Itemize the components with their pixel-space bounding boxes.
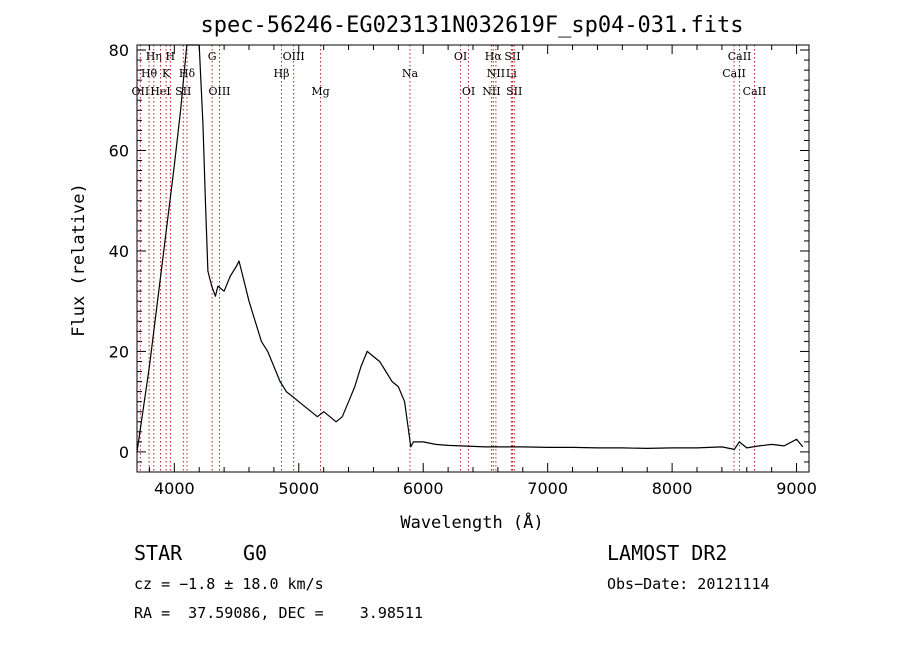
spectral-line-label: Hθ <box>141 67 158 80</box>
x-tick-label: 6000 <box>403 479 444 498</box>
x-axis-label: Wavelength (Å) <box>400 511 543 533</box>
spectral-line-label: Hδ <box>179 67 196 80</box>
spectral-line-label: Hη <box>146 50 162 63</box>
spectral-line-label: Hβ <box>274 67 290 80</box>
x-tick-label: 4000 <box>154 479 195 498</box>
spectral-line-label: G <box>208 50 217 63</box>
y-tick-label: 40 <box>109 242 129 261</box>
spectral-line-label: SII <box>504 50 520 63</box>
y-tick-label: 80 <box>109 41 129 60</box>
spectrum-series <box>136 44 804 452</box>
x-tick-label: 8000 <box>652 479 693 498</box>
x-tick-label: 9000 <box>776 479 817 498</box>
spectral-line-label: Mg <box>311 85 329 98</box>
spectrum-line <box>136 44 804 452</box>
redshift-text: cz = −1.8 ± 18.0 km/s <box>134 575 324 593</box>
survey-name: LAMOST DR2 <box>607 541 728 565</box>
spectral-line-label: OIII <box>208 85 230 98</box>
spectral-line-label: CaII <box>728 50 752 63</box>
x-tick-label: 7000 <box>527 479 568 498</box>
spectral-line-label: Na <box>402 67 419 80</box>
spectral-line-label: SII <box>506 85 522 98</box>
spectral-line-label: SII <box>175 85 191 98</box>
spectral-line-label: OII <box>132 85 150 98</box>
spectral-line-label: NII <box>487 67 505 80</box>
spectral-line-label: OIII <box>283 50 305 63</box>
chart-title: spec-56246-EG023131N032619F_sp04-031.fit… <box>200 13 743 38</box>
spectral-line-label: Li <box>506 67 517 80</box>
x-tick-label: 5000 <box>278 479 319 498</box>
object-subclass: G0 <box>243 541 268 565</box>
axis-ticks: 4000 5000 6000 7000 8000 9000 0 20 40 60 80 <box>109 41 817 498</box>
obs-date: Obs−Date: 20121114 <box>607 575 770 593</box>
spectral-line-label: CaII <box>722 67 746 80</box>
spectral-line-label: Hα <box>485 50 503 63</box>
coordinates: RA = 37.59086, DEC = 3.98511 <box>134 604 423 622</box>
y-axis-label: Flux (relative) <box>69 183 89 337</box>
spectral-line-label: K <box>162 67 171 80</box>
y-tick-label: 20 <box>109 342 129 361</box>
y-tick-label: 0 <box>119 443 129 462</box>
plot-frame <box>136 44 810 473</box>
spectral-line-label: OI <box>454 50 467 63</box>
spectral-line-label: H <box>166 50 176 63</box>
spectral-line-label: NII <box>482 85 500 98</box>
spectral-line-label: OI <box>462 85 475 98</box>
spectral-line-label: HeI <box>150 85 170 98</box>
y-tick-label: 60 <box>109 141 129 160</box>
spectral-line-label: CaII <box>743 85 767 98</box>
object-class: STAR <box>134 541 183 565</box>
